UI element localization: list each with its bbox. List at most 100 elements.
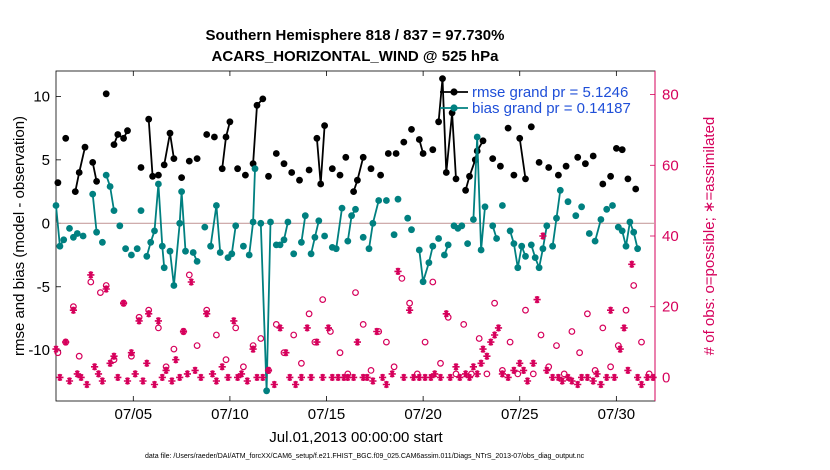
assimilated-obs-marker — [616, 345, 624, 353]
bias-point — [267, 218, 274, 226]
possible-obs-marker — [475, 335, 483, 342]
bias-point — [307, 250, 315, 258]
bias-point — [280, 236, 288, 244]
rmse-point — [466, 172, 473, 180]
assimilated-obs-marker — [624, 366, 632, 374]
bias-point — [510, 240, 518, 248]
assimilated-obs-marker — [145, 310, 153, 318]
rmse-point — [203, 131, 211, 138]
rmse-point — [272, 150, 280, 157]
rmse-point — [392, 150, 400, 157]
possible-obs-marker — [406, 299, 414, 307]
assimilated-obs-marker — [62, 338, 70, 346]
bias-point — [79, 232, 87, 240]
y-axis-left: -10 -5 0 5 10 — [28, 88, 61, 359]
rmse-point — [452, 175, 460, 183]
assimilated-obs-marker — [442, 310, 450, 318]
bias-point — [257, 219, 265, 227]
assimilated-obs-marker — [143, 359, 151, 367]
rmse-point — [211, 133, 218, 141]
bias-point — [170, 282, 178, 289]
possible-obs-marker — [336, 349, 344, 357]
bias-point — [429, 242, 437, 250]
assimilated-obs-marker — [643, 373, 651, 382]
possible-obs-marker — [272, 321, 280, 328]
assimilated-obs-marker — [73, 370, 81, 378]
bias-point — [332, 245, 340, 253]
bias-segment — [259, 221, 272, 391]
possible-obs-marker — [154, 324, 162, 332]
assimilated-obs-marker — [628, 260, 636, 268]
assimilated-obs-marker — [249, 345, 257, 353]
rmse-point — [222, 133, 230, 141]
x-tick-label: 07/20 — [404, 406, 442, 423]
possible-obs-marker — [522, 306, 529, 314]
assimilated-obs-marker — [303, 324, 311, 332]
rmse-segment — [221, 121, 231, 169]
possible-obs-marker — [352, 289, 359, 297]
assimilated-obs-marker — [65, 377, 74, 385]
rmse-point — [120, 134, 127, 142]
rmse-point — [166, 129, 174, 137]
assimilated-obs-marker — [135, 317, 143, 325]
bias-point — [585, 230, 593, 237]
bias-point — [626, 218, 634, 226]
possible-obs-marker — [537, 331, 545, 339]
assimilated-obs-marker — [203, 310, 211, 318]
rmse-point — [288, 169, 296, 176]
rmse-point — [313, 134, 321, 142]
assimilated-obs-marker — [415, 373, 423, 382]
assimilated-obs-marker — [344, 373, 352, 382]
assimilated-obs-marker — [313, 338, 321, 346]
bias-point — [369, 219, 377, 227]
bias-point — [553, 214, 560, 222]
rmse-segment — [147, 119, 159, 178]
assimilated-obs-marker — [353, 338, 361, 346]
rmse-point — [435, 118, 442, 126]
rmse-point — [253, 101, 261, 109]
bias-point — [458, 222, 466, 230]
bias-point — [178, 188, 186, 196]
assimilated-obs-marker — [554, 373, 562, 382]
possible-obs-marker — [553, 342, 560, 350]
rmse-point — [234, 165, 242, 173]
possible-obs-marker — [319, 296, 327, 304]
bias-point — [99, 238, 106, 246]
bias-segment — [169, 191, 187, 286]
assimilated-obs-marker — [610, 373, 618, 382]
rmse-point — [342, 153, 350, 161]
possible-obs-marker — [607, 363, 614, 371]
possible-obs-marker — [367, 367, 375, 374]
bias-point — [116, 222, 124, 230]
assimilated-obs-marker — [427, 373, 435, 382]
bias-point — [578, 203, 585, 211]
bias-point — [375, 197, 383, 204]
assimilated-obs-marker — [452, 363, 460, 371]
assimilated-obs-marker — [620, 324, 628, 332]
bias-point — [539, 245, 547, 253]
possible-obs-marker — [170, 345, 178, 353]
possible-obs-marker — [305, 310, 313, 318]
assimilated-obs-marker — [465, 373, 474, 382]
rmse-point — [516, 134, 524, 142]
assimilated-obs-marker — [224, 373, 232, 382]
y-axis-right: 0 20 40 60 80 — [650, 71, 679, 401]
rmse-point — [296, 176, 303, 184]
bias-point — [493, 235, 500, 242]
rmse-point — [259, 95, 267, 103]
bias-point — [60, 236, 68, 244]
bias-point — [56, 242, 64, 250]
assimilated-obs-marker — [183, 370, 191, 378]
assimilated-obs-marker — [270, 380, 278, 389]
bias-segment — [248, 168, 256, 256]
assimilated-obs-marker — [243, 377, 251, 385]
rmse-point — [155, 171, 162, 179]
rmse-point — [145, 115, 153, 123]
assimilated-obs-marker — [469, 363, 477, 371]
bias-segment — [91, 194, 98, 233]
legend-rmse-marker — [450, 88, 458, 96]
assimilated-obs-marker — [282, 349, 290, 357]
rmse-point — [574, 153, 582, 161]
assimilated-obs-marker — [549, 373, 557, 382]
